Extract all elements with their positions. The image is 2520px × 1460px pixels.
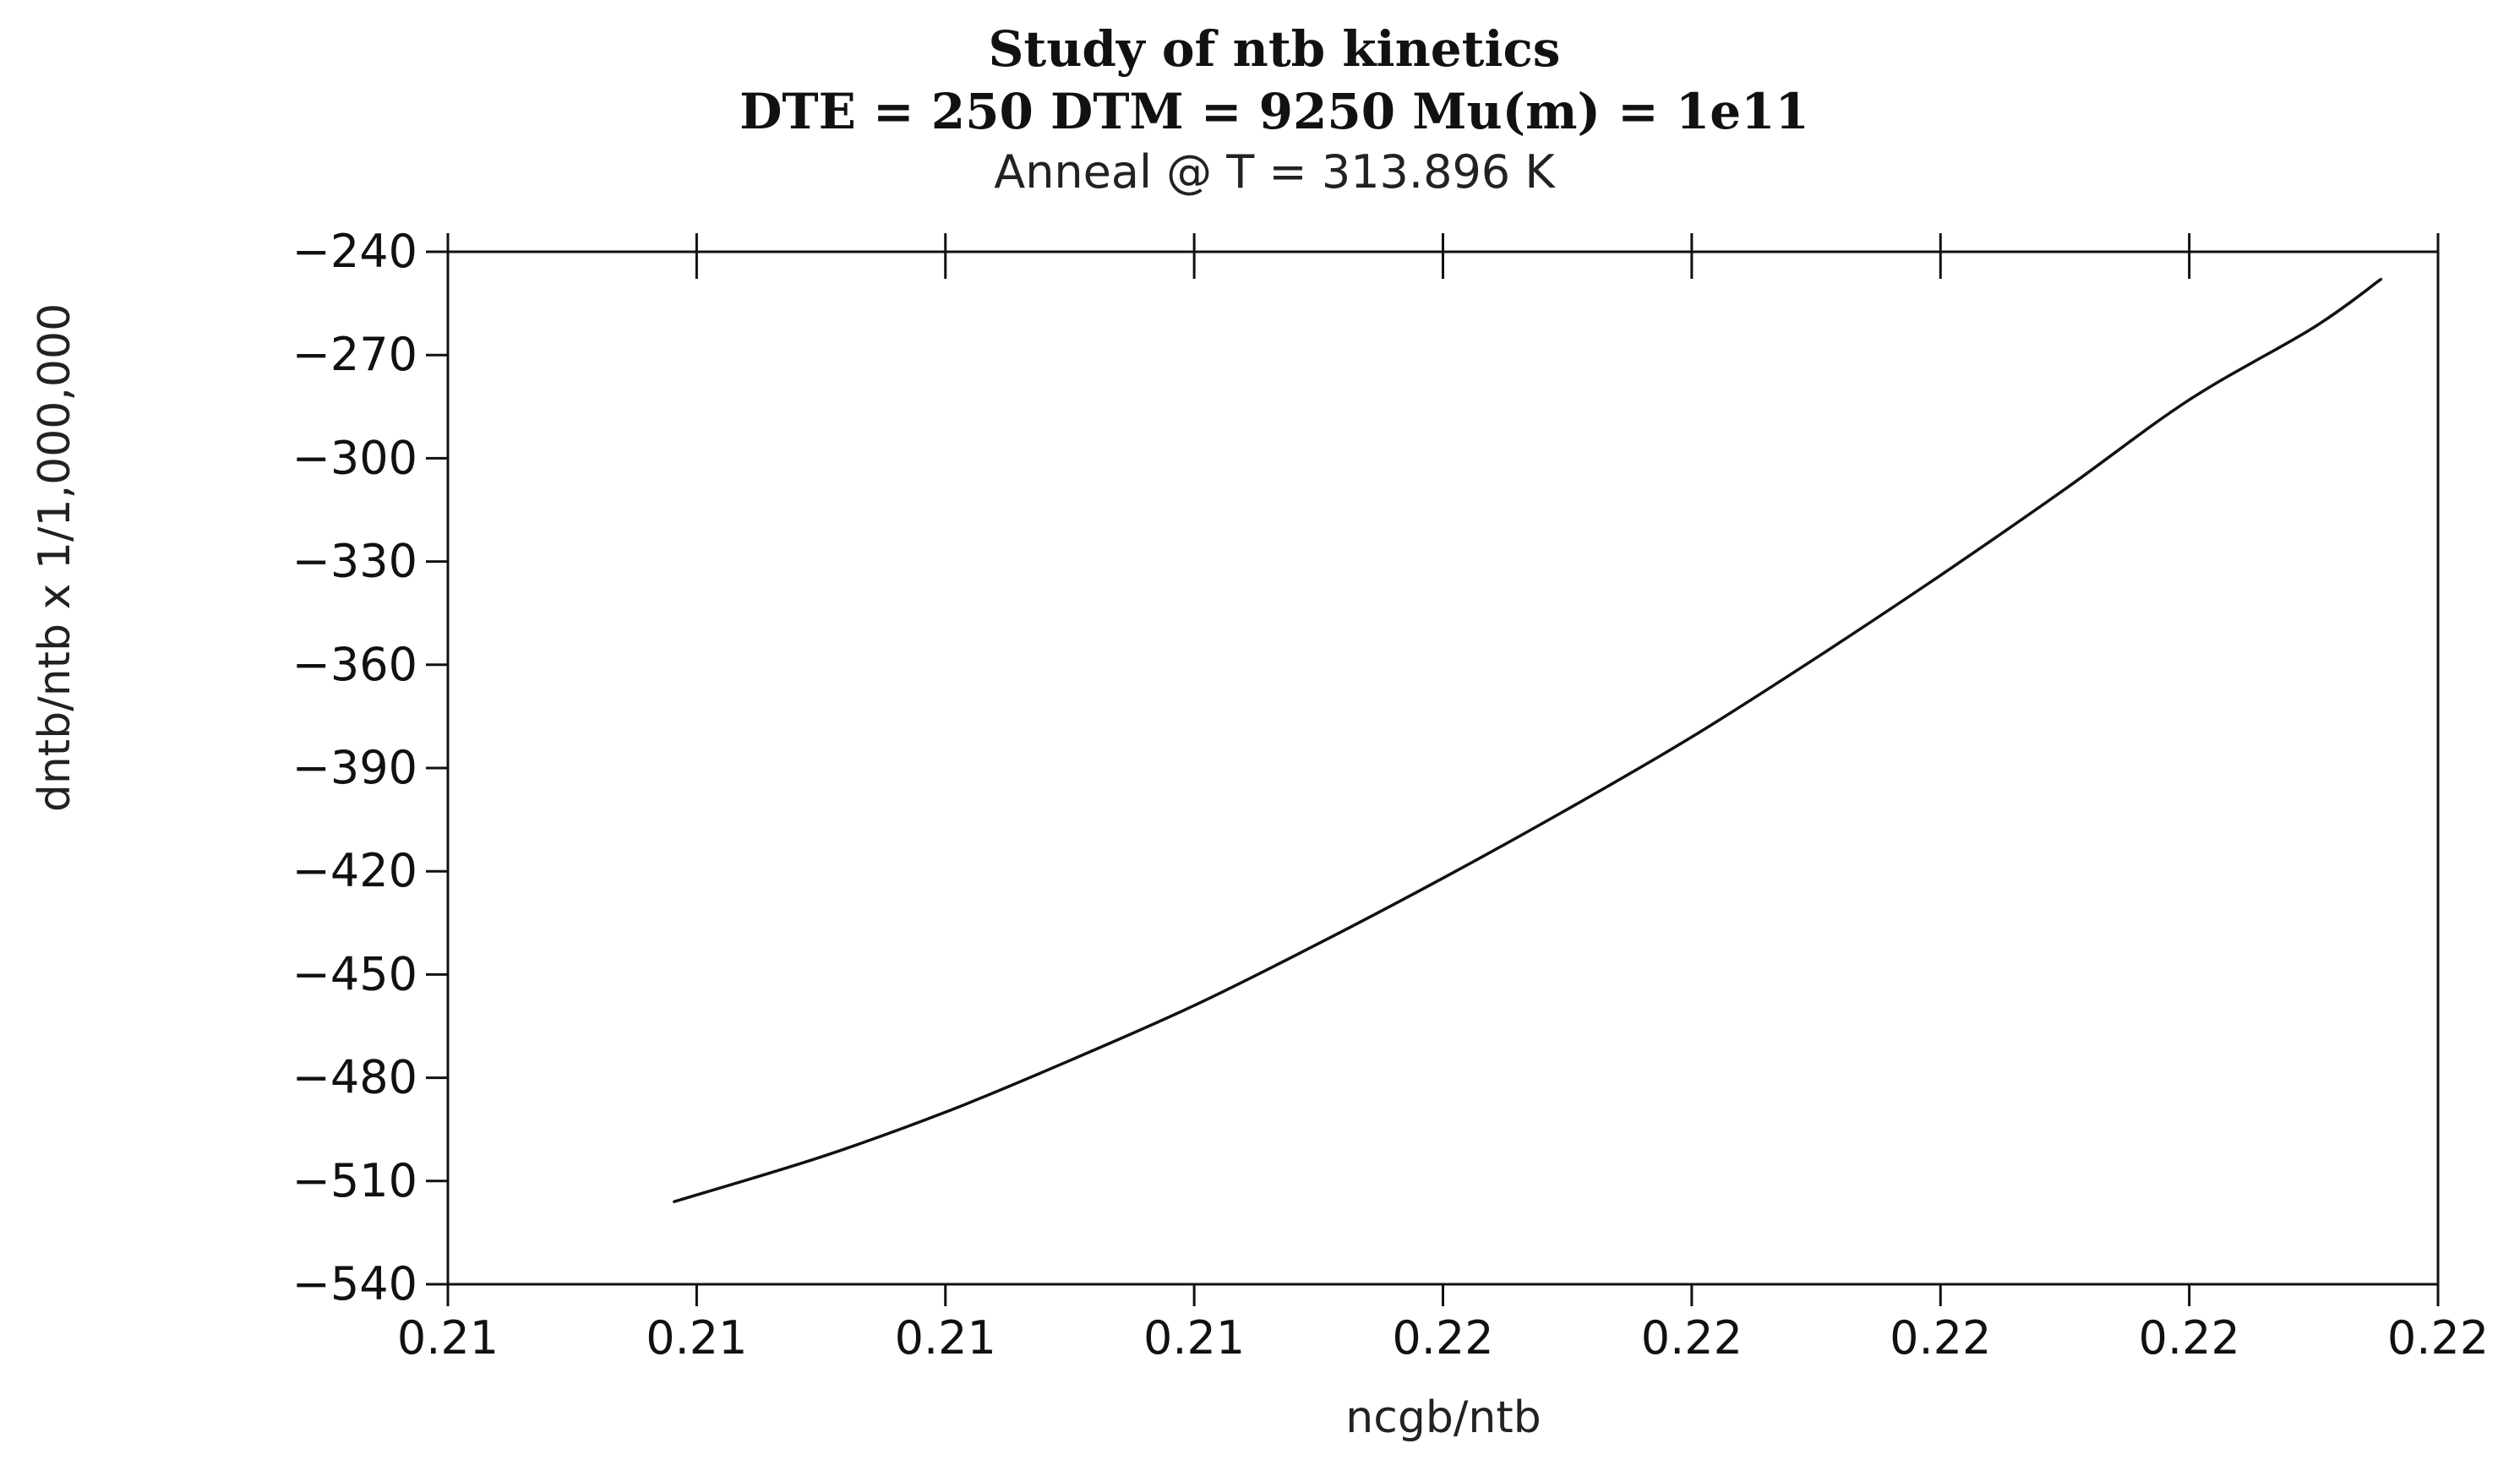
plot-area-frame bbox=[446, 250, 2440, 1286]
x-tick-label: 0.22 bbox=[1890, 1311, 1991, 1365]
x-axis-ticks: 0.21 0.21 0.21 0.21 0.22 0.22 0.22 0.22 0.22 bbox=[397, 1284, 2489, 1365]
y-tick-label: −330 bbox=[292, 535, 417, 588]
x-tick-label: 0.22 bbox=[2387, 1311, 2489, 1365]
y-tick-label: −360 bbox=[292, 638, 417, 691]
y-axis-ticks: −240 −270 −300 −330 −360 −390 −420 −450 −480 −510… bbox=[292, 225, 448, 1310]
x-tick-label: 0.21 bbox=[646, 1311, 747, 1365]
y-tick-label: −450 bbox=[292, 947, 417, 1000]
y-tick-label: −480 bbox=[292, 1051, 417, 1104]
series-line-0 bbox=[673, 277, 2383, 1203]
y-tick-label: −420 bbox=[292, 844, 417, 897]
x-axis-label: ncgb/ntb bbox=[1345, 1392, 1541, 1443]
y-axis-label: dntb/ntb x 1/1,000,000 bbox=[30, 303, 80, 812]
chart-subtitle-anneal: Anneal @ T = 313.896 K bbox=[994, 145, 1556, 199]
series-group bbox=[673, 277, 2383, 1203]
x-tick-label: 0.22 bbox=[2139, 1311, 2240, 1365]
y-tick-label: −510 bbox=[292, 1154, 417, 1207]
x-tick-label: 0.21 bbox=[1143, 1311, 1245, 1365]
y-tick-label: −240 bbox=[292, 225, 417, 278]
chart-title: Study of ntb kinetics bbox=[989, 20, 1561, 78]
y-tick-label: −390 bbox=[292, 741, 417, 794]
x-tick-label: 0.21 bbox=[895, 1311, 996, 1365]
x-tick-label: 0.22 bbox=[1392, 1311, 1493, 1365]
y-tick-label: −270 bbox=[292, 328, 417, 381]
y-tick-label: −540 bbox=[292, 1257, 417, 1310]
top-axis-ticks bbox=[446, 233, 2440, 279]
x-tick-label: 0.21 bbox=[397, 1311, 499, 1365]
x-tick-label: 0.22 bbox=[1641, 1311, 1743, 1365]
chart-subtitle: DTE = 250 DTM = 9250 Mu(m) = 1e11 bbox=[739, 83, 1809, 140]
y-tick-label: −300 bbox=[292, 431, 417, 484]
